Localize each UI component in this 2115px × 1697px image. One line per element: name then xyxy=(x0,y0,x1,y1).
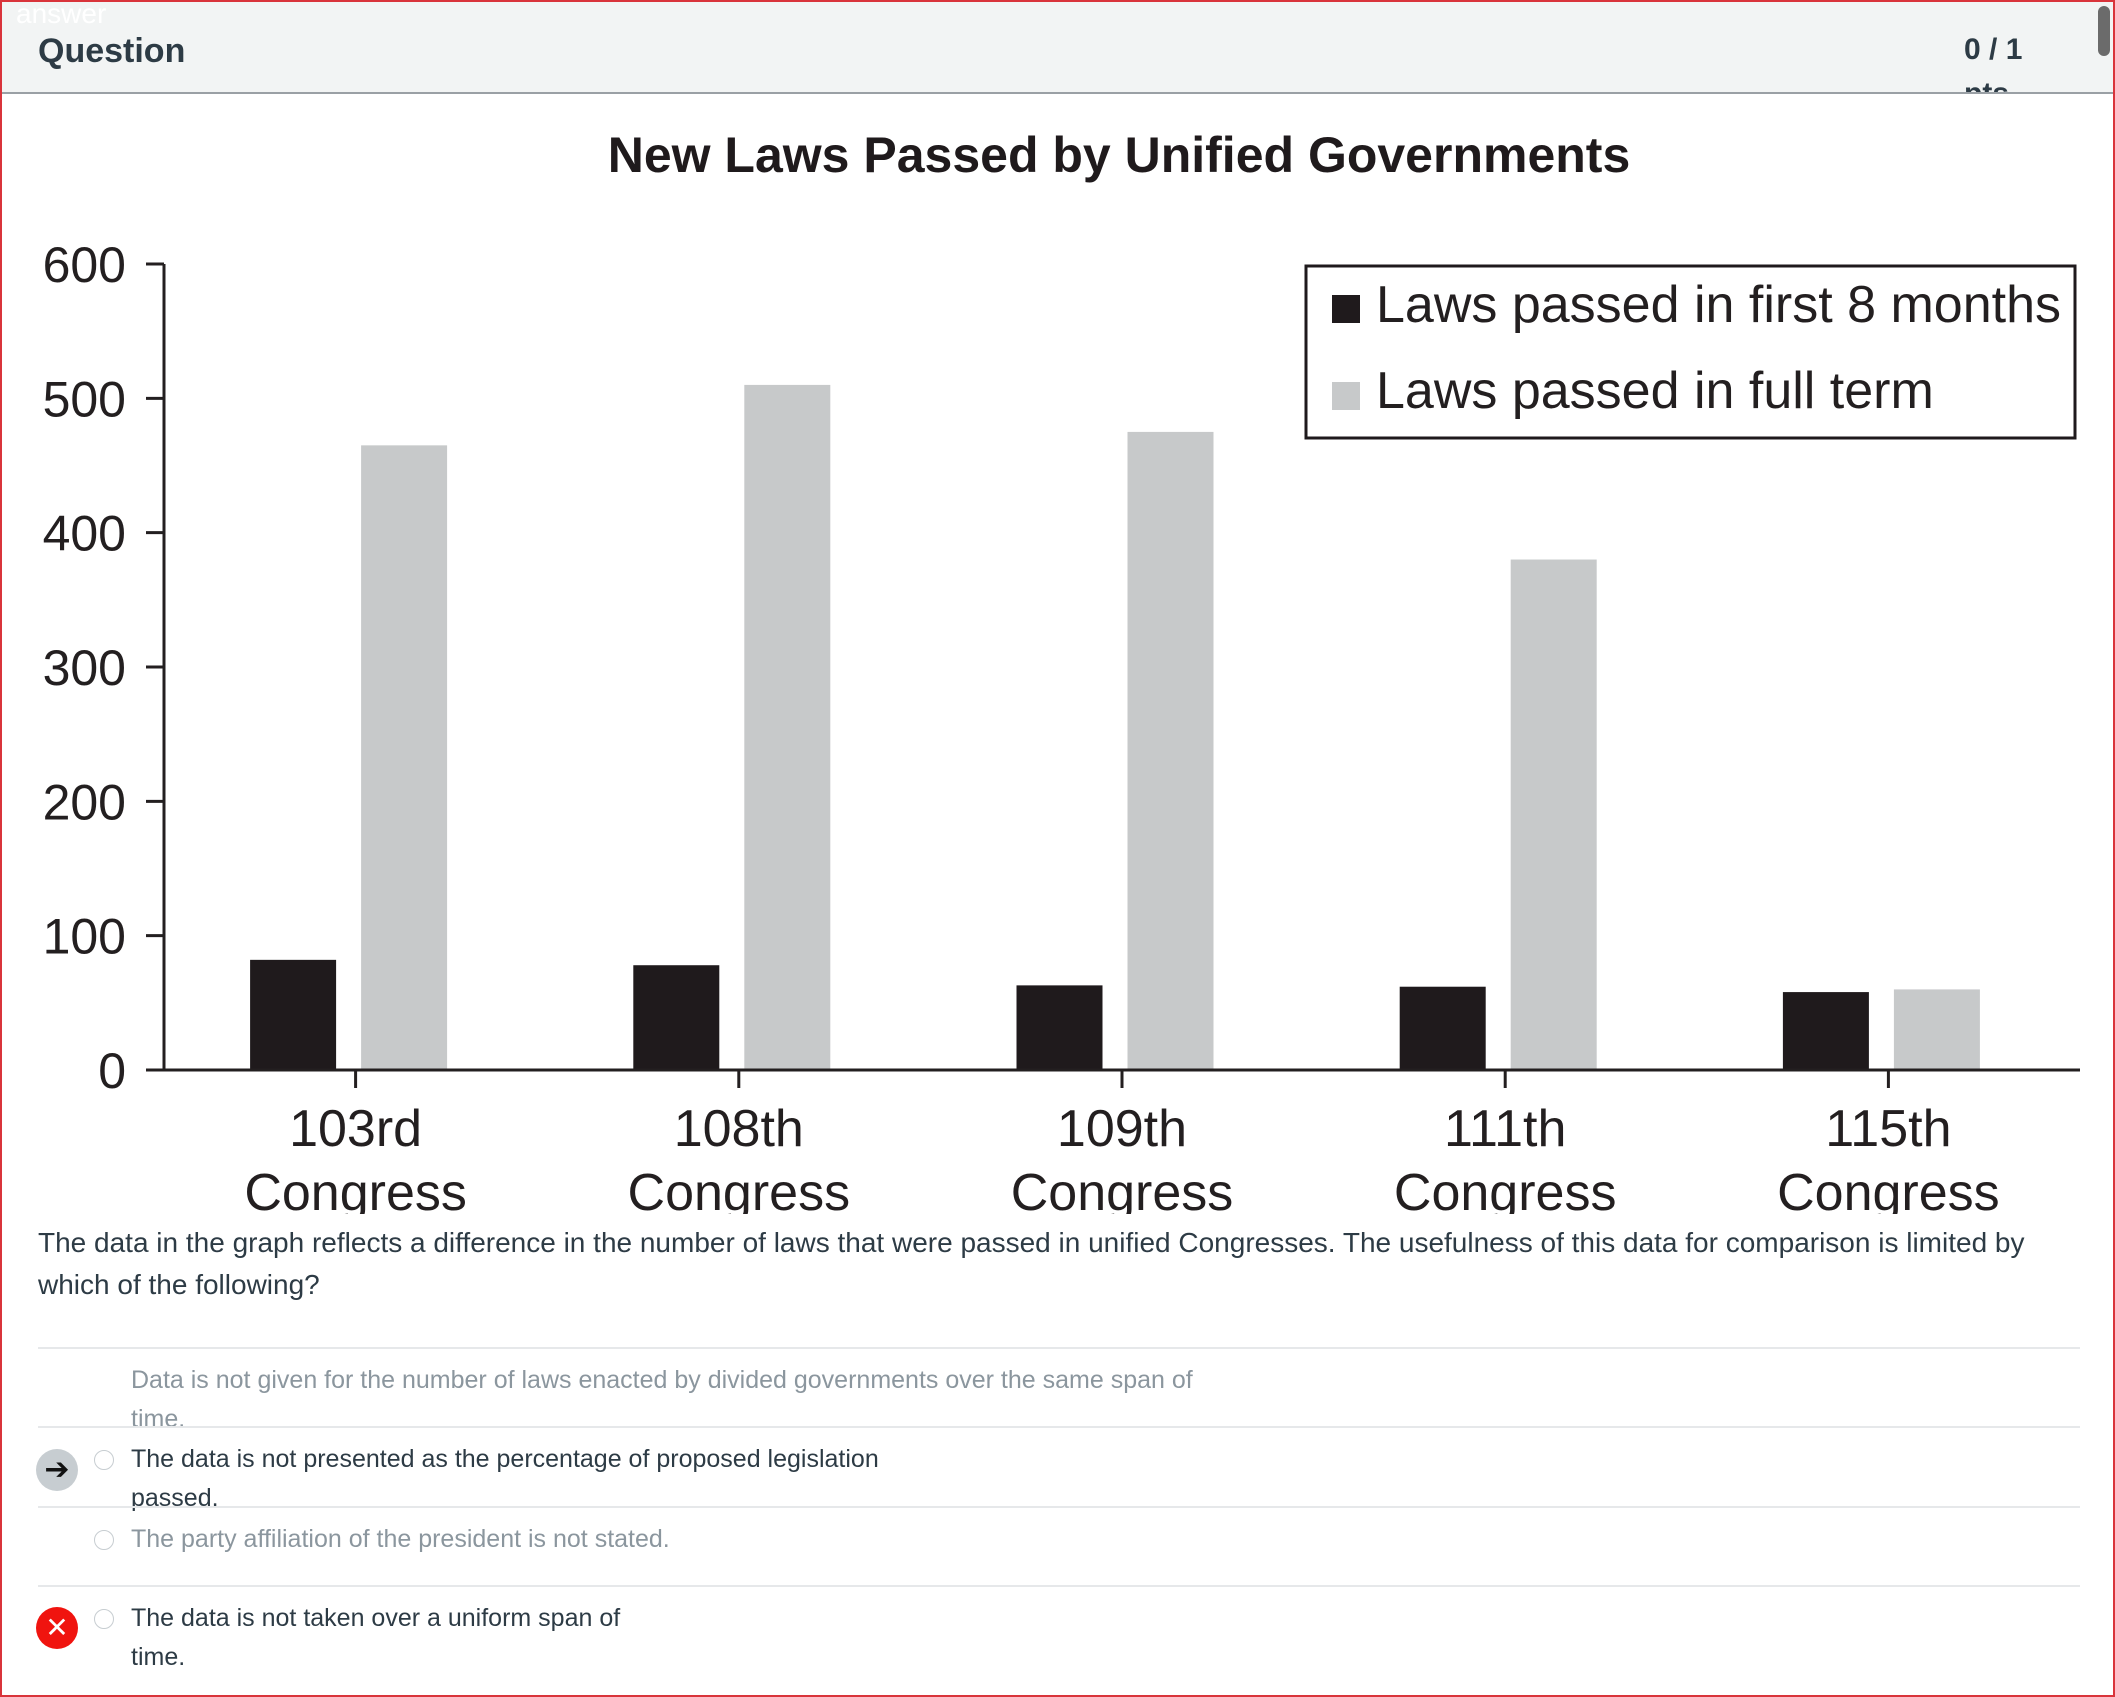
x-tick-label-line: Congress xyxy=(1777,1164,2000,1214)
legend-label-first-8-months: Laws passed in first 8 months xyxy=(1376,276,2061,334)
answer-option-4-text: The data is not taken over a uniform spa… xyxy=(131,1604,621,1671)
answer-option-3[interactable]: The party affiliation of the president i… xyxy=(2,1508,2113,1586)
bar-first-8-months xyxy=(250,959,337,1070)
x-tick-label-line: Congress xyxy=(628,1164,851,1214)
scrollbar-thumb[interactable] xyxy=(2098,6,2110,56)
x-tick-label: 111th Congress xyxy=(1394,1100,1617,1214)
x-tick-label-line: 103rd xyxy=(289,1100,422,1158)
bar-first-8-months xyxy=(633,965,720,1070)
x-tick-label-line: Congress xyxy=(1011,1164,1234,1214)
x-tick-label: 115th Congress xyxy=(1777,1100,2000,1214)
bar-full-term xyxy=(1127,431,1214,1071)
y-tick-label: 600 xyxy=(43,237,126,293)
bars xyxy=(250,384,1980,1071)
answer-option-4-radio[interactable] xyxy=(94,1609,114,1629)
y-tick-label: 100 xyxy=(43,909,126,965)
legend-box xyxy=(1304,264,2077,440)
y-tick-label: 200 xyxy=(43,774,126,830)
x-tick-label-line: 115th xyxy=(1825,1100,1951,1158)
bar-full-term xyxy=(744,384,831,1070)
correct-answer-arrow-icon: ➔ xyxy=(36,1449,78,1491)
bar-full-term xyxy=(1893,989,1980,1070)
header-tag: answer xyxy=(16,2,107,29)
bar-full-term xyxy=(1510,559,1597,1070)
legend-swatch-first-8-months xyxy=(1332,295,1360,323)
question-text: The data in the graph reflects a differe… xyxy=(38,1227,2025,1300)
y-axis: 0 100 200 300 400 500 600 xyxy=(43,237,166,1099)
question-header: answer Question 0 / 1 pts xyxy=(2,2,2113,94)
x-tick-label: 109th Congress xyxy=(1011,1100,1234,1214)
bar-first-8-months xyxy=(1016,985,1103,1070)
bar-first-8-months xyxy=(1782,992,1869,1070)
answer-option-3-radio[interactable] xyxy=(94,1530,114,1550)
y-tick-label: 400 xyxy=(43,506,126,562)
y-tick-label: 0 xyxy=(98,1043,126,1099)
legend-swatch-full-term xyxy=(1332,382,1360,410)
answer-option-1-text: Data is not given for the number of laws… xyxy=(131,1366,1193,1433)
bar-full-term xyxy=(361,445,448,1071)
answer-divider xyxy=(38,1585,2080,1587)
points-label: 0 / 1 pts xyxy=(1964,33,2023,94)
answer-divider xyxy=(38,1426,2080,1428)
chart-legend: Laws passed in first 8 months Laws passe… xyxy=(1304,264,2077,440)
y-tick-label: 300 xyxy=(43,640,126,696)
x-tick-label-line: 108th xyxy=(674,1100,804,1158)
y-tick-label: 500 xyxy=(43,371,126,427)
x-tick-label-line: Congress xyxy=(244,1164,467,1214)
question-title: Question xyxy=(38,32,186,70)
answer-option-2[interactable]: The data is not presented as the percent… xyxy=(2,1428,2113,1512)
bar-first-8-months xyxy=(1399,986,1486,1070)
laws-bar-chart: New Laws Passed by Unified Governments 0… xyxy=(43,127,2080,1214)
answer-option-4[interactable]: The data is not taken over a uniform spa… xyxy=(2,1587,2113,1671)
legend-label-full-term: Laws passed in full term xyxy=(1376,362,1934,420)
answer-option-3-text: The party affiliation of the president i… xyxy=(131,1525,670,1553)
incorrect-answer-icon: ✕ xyxy=(36,1607,78,1649)
x-tick-label-line: 109th xyxy=(1057,1100,1187,1158)
answer-divider xyxy=(38,1347,2080,1349)
x-tick-label-line: 111th xyxy=(1444,1100,1566,1158)
chart-title: New Laws Passed by Unified Governments xyxy=(608,127,1631,183)
answer-divider xyxy=(38,1506,2080,1508)
x-tick-label-line: Congress xyxy=(1394,1164,1617,1214)
answer-option-2-radio[interactable] xyxy=(94,1450,114,1470)
x-tick-label: 108th Congress xyxy=(628,1100,851,1214)
answer-option-1[interactable]: Data is not given for the number of laws… xyxy=(2,1349,2113,1433)
x-tick-label: 103rd Congress xyxy=(244,1100,467,1214)
